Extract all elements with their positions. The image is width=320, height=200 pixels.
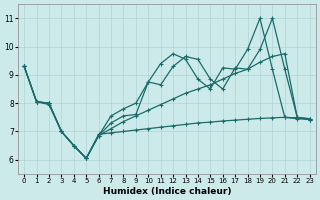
X-axis label: Humidex (Indice chaleur): Humidex (Indice chaleur) <box>103 187 231 196</box>
